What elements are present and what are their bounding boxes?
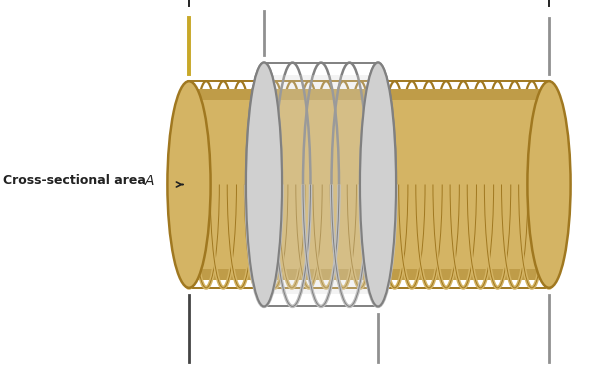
Text: Cross-sectional area: Cross-sectional area [3,174,150,187]
Bar [189,89,549,100]
Ellipse shape [246,63,282,306]
Bar [189,89,549,280]
Bar [264,75,378,294]
Ellipse shape [167,81,211,288]
Ellipse shape [360,63,396,306]
Text: $A$: $A$ [144,174,155,188]
Ellipse shape [527,81,571,288]
Bar [189,269,549,280]
